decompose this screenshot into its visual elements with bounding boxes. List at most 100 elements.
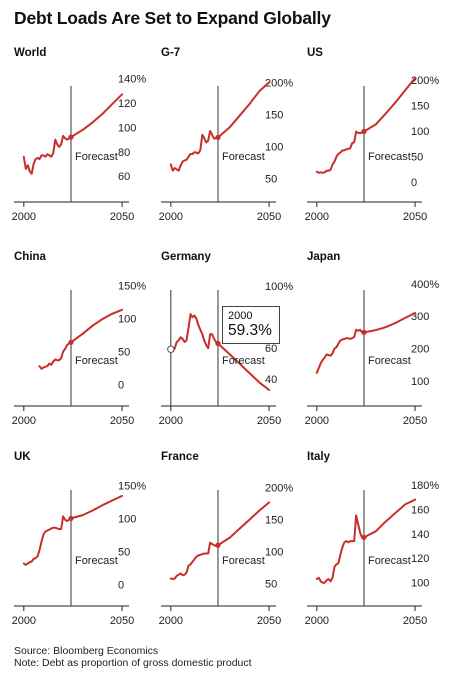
y-tick-label: 80 (118, 147, 130, 159)
panel-title-italy: Italy (307, 451, 331, 463)
forecast-start-point (361, 329, 367, 336)
forecast-start-point (215, 134, 221, 140)
y-tick-label: 100 (118, 313, 136, 325)
y-tick-label: 100 (265, 547, 283, 559)
forecast-label: Forecast (75, 555, 118, 567)
forecast-start-point (361, 534, 367, 541)
hover-point (167, 345, 175, 353)
y-tick-label: 160 (411, 504, 429, 516)
panel-us: US 200% 150 100 50 0 2000 2050 Forecast (305, 47, 440, 223)
x-tick-label: 2050 (110, 615, 134, 627)
y-tick-label: 200% (265, 483, 293, 495)
y-tick-label: 50 (118, 547, 130, 559)
forecast-label: Forecast (368, 555, 411, 567)
x-tick-label: 2000 (305, 415, 329, 427)
panel-g-7: G-7 200% 150 100 50 2000 2050 Forecast (159, 47, 294, 223)
x-tick-label: 2050 (403, 615, 427, 627)
y-tick-label: 50 (265, 579, 277, 591)
x-tick-label: 2000 (159, 415, 183, 427)
source-note: Source: Bloomberg Economics (14, 645, 159, 657)
x-tick-label: 2050 (257, 615, 281, 627)
y-tick-label: 50 (265, 173, 277, 185)
forecast-label: Forecast (75, 355, 118, 367)
page-title: Debt Loads Are Set to Expand Globally (14, 8, 331, 28)
panel-title-world: World (14, 47, 46, 59)
y-tick-label: 200% (411, 75, 439, 87)
y-tick-label: 200% (265, 77, 293, 89)
y-tick-label: 100 (265, 141, 283, 153)
x-tick-label: 2050 (110, 211, 134, 223)
x-tick-label: 2000 (159, 615, 183, 627)
series-line-italy (315, 498, 417, 584)
x-tick-label: 2000 (12, 415, 36, 427)
chart-footer: Source: Bloomberg Economics Note: Debt a… (14, 645, 252, 669)
tooltip-year: 2000 (228, 310, 253, 322)
x-tick-label: 2000 (12, 211, 36, 223)
x-tick-label: 2000 (305, 211, 329, 223)
y-tick-label: 140% (118, 73, 146, 85)
x-tick-label: 2050 (257, 415, 281, 427)
forecast-label: Forecast (222, 151, 265, 163)
forecast-label: Forecast (75, 151, 118, 163)
panel-title-china: China (14, 251, 47, 263)
x-tick-label: 2000 (305, 615, 329, 627)
tooltip-value: 59.3% (228, 322, 272, 339)
y-tick-label: 50 (118, 347, 130, 359)
forecast-start-point (68, 134, 74, 140)
panel-title-uk: UK (14, 451, 31, 463)
series-line-china (38, 308, 124, 370)
x-tick-label: 2050 (403, 415, 427, 427)
panel-title-germany: Germany (161, 251, 211, 263)
panel-italy: Italy 180% 160 140 120 100 2000 2050 Forecast (305, 451, 440, 627)
forecast-label: Forecast (222, 555, 265, 567)
y-tick-label: 60 (265, 343, 277, 355)
y-tick-label: 50 (411, 151, 423, 163)
y-tick-label: 40 (265, 374, 277, 386)
forecast-label: Forecast (222, 355, 265, 367)
y-tick-label: 150 (411, 101, 429, 113)
y-tick-label: 150% (118, 480, 146, 492)
panel-france: France 200% 150 100 50 2000 2050 Forecast (159, 451, 294, 627)
y-tick-label: 300 (411, 311, 429, 323)
forecast-start-point (215, 542, 221, 548)
forecast-label: Forecast (368, 151, 411, 163)
forecast-start-point (215, 340, 221, 347)
panel-title-us: US (307, 47, 323, 59)
y-tick-label: 100 (411, 126, 429, 138)
forecast-start-point (68, 515, 74, 522)
y-tick-label: 150 (265, 109, 283, 121)
series-line-germany (169, 313, 271, 391)
x-tick-label: 2000 (159, 211, 183, 223)
y-tick-label: 100 (118, 513, 136, 525)
panel-china: China 150% 100 50 0 2000 2050 Forecast (12, 251, 147, 427)
hover-tooltip: 2000 59.3% (222, 306, 280, 344)
panel-japan: Japan 400% 300 200 100 2000 2050 Forecast (305, 251, 440, 427)
x-tick-label: 2050 (257, 211, 281, 223)
y-tick-label: 400% (411, 279, 439, 291)
x-tick-label: 2050 (403, 211, 427, 223)
x-tick-label: 2050 (110, 415, 134, 427)
panel-uk: UK 150% 100 50 0 2000 2050 Forecast (12, 451, 147, 627)
y-tick-label: 100 (118, 122, 136, 134)
forecast-start-point (361, 128, 367, 135)
panel-title-g-7: G-7 (161, 47, 180, 59)
y-tick-label: 200 (411, 344, 429, 356)
y-tick-label: 180% (411, 480, 439, 492)
y-tick-label: 120 (118, 98, 136, 110)
y-tick-label: 100 (411, 578, 429, 590)
y-tick-label: 0 (118, 580, 124, 592)
series-line-france (169, 501, 271, 581)
y-tick-label: 0 (118, 380, 124, 392)
y-tick-label: 100% (265, 281, 293, 293)
forecast-label: Forecast (368, 355, 411, 367)
y-tick-label: 150 (265, 515, 283, 527)
y-tick-label: 100 (411, 376, 429, 388)
y-tick-label: 120 (411, 553, 429, 565)
panel-world: World 140% 120 100 80 60 2000 2050 Forecast (12, 47, 147, 223)
definition-note: Note: Debt as proportion of gross domest… (14, 657, 252, 669)
x-tick-label: 2000 (12, 615, 36, 627)
y-tick-label: 150% (118, 280, 146, 292)
y-tick-label: 60 (118, 171, 130, 183)
